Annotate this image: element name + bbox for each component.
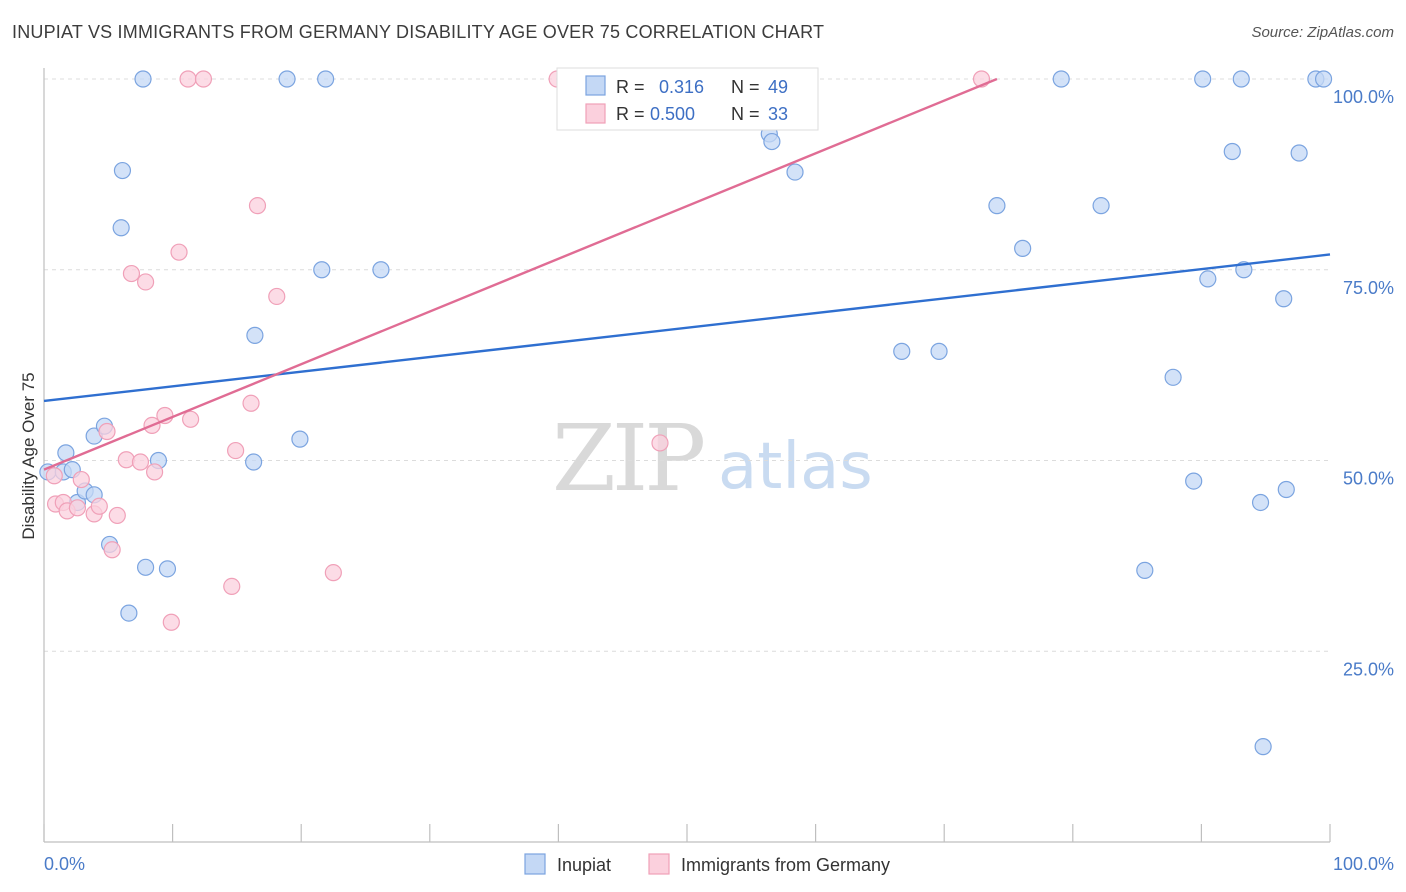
point-germany-12 bbox=[122, 264, 141, 283]
point-inupiat-20 bbox=[313, 261, 331, 279]
legend-swatch-germany bbox=[648, 853, 670, 875]
source-credit: Source: ZipAtlas.com bbox=[1251, 24, 1394, 41]
point-germany-9 bbox=[103, 541, 121, 559]
stats-swatch-germany bbox=[585, 103, 606, 124]
stats-r-label-germany: R = bbox=[616, 104, 645, 124]
point-inupiat-16 bbox=[158, 560, 177, 578]
legend: Inupiat Immigrants from Germany bbox=[524, 853, 890, 875]
point-inupiat-22 bbox=[291, 430, 309, 448]
x-tick-label-max: 100.0% bbox=[1333, 854, 1394, 874]
stats-r-value-germany: 0.500 bbox=[650, 104, 695, 124]
stats-r-value-inupiat: 0.316 bbox=[659, 77, 704, 97]
point-inupiat-32 bbox=[1052, 70, 1070, 88]
stats-r-label-inupiat: R = bbox=[616, 77, 645, 97]
point-inupiat-37 bbox=[1194, 70, 1212, 88]
point-germany-0 bbox=[45, 467, 63, 485]
point-inupiat-44 bbox=[1275, 290, 1293, 308]
point-inupiat-21 bbox=[317, 70, 335, 88]
point-germany-19 bbox=[170, 243, 188, 261]
stats-swatch-inupiat bbox=[585, 75, 606, 96]
point-inupiat-46 bbox=[1290, 144, 1308, 162]
point-inupiat-28 bbox=[893, 342, 911, 360]
y-tick-labels: 25.0% 50.0% 75.0% 100.0% bbox=[1333, 87, 1394, 679]
point-inupiat-18 bbox=[246, 326, 264, 344]
point-germany-4 bbox=[68, 499, 87, 517]
legend-swatch-inupiat bbox=[524, 853, 546, 875]
point-inupiat-43 bbox=[1254, 738, 1272, 756]
stats-box: R = 0.316 N = 49 R = 0.500 N = 33 bbox=[556, 67, 819, 131]
y-tick-label-75: 75.0% bbox=[1343, 278, 1394, 298]
point-germany-18 bbox=[162, 613, 180, 631]
watermark-zip: ZIP bbox=[552, 405, 703, 512]
point-germany-16 bbox=[145, 463, 164, 481]
trend-line-inupiat bbox=[43, 253, 1331, 403]
point-inupiat-14 bbox=[136, 558, 155, 576]
stats-n-value-germany: 33 bbox=[768, 104, 788, 124]
point-inupiat-42 bbox=[1251, 493, 1270, 512]
point-germany-14 bbox=[136, 273, 155, 291]
point-inupiat-17 bbox=[245, 453, 263, 471]
y-tick-label-25: 25.0% bbox=[1343, 659, 1394, 679]
point-inupiat-30 bbox=[988, 197, 1006, 215]
point-inupiat-19 bbox=[278, 70, 296, 88]
point-inupiat-40 bbox=[1232, 70, 1250, 88]
trend-line-germany bbox=[43, 77, 998, 471]
stats-n-label-inupiat: N = bbox=[731, 77, 760, 97]
x-ticks bbox=[43, 824, 1331, 842]
point-inupiat-36 bbox=[1185, 472, 1203, 490]
point-germany-5 bbox=[72, 470, 90, 489]
point-germany-26 bbox=[248, 197, 267, 215]
point-inupiat-34 bbox=[1136, 561, 1154, 579]
point-germany-11 bbox=[117, 451, 135, 469]
point-germany-10 bbox=[108, 506, 126, 525]
x-tick-label-min: 0.0% bbox=[44, 854, 85, 874]
y-tick-label-100: 100.0% bbox=[1333, 87, 1394, 107]
point-germany-7 bbox=[90, 497, 108, 515]
point-germany-27 bbox=[268, 287, 286, 306]
point-inupiat-23 bbox=[372, 261, 390, 279]
watermark-atlas: atlas bbox=[718, 430, 873, 504]
point-inupiat-45 bbox=[1277, 480, 1295, 499]
point-germany-8 bbox=[98, 422, 116, 441]
y-axis-label: Disability Age Over 75 bbox=[19, 372, 38, 539]
point-germany-24 bbox=[227, 441, 245, 460]
point-inupiat-31 bbox=[1014, 239, 1032, 257]
point-germany-20 bbox=[182, 410, 200, 428]
point-inupiat-10 bbox=[113, 161, 132, 180]
grid-lines bbox=[44, 78, 1330, 652]
stats-n-label-germany: N = bbox=[731, 104, 760, 124]
chart-title: INUPIAT VS IMMIGRANTS FROM GERMANY DISAB… bbox=[12, 22, 825, 42]
point-germany-13 bbox=[131, 453, 150, 471]
legend-label-germany: Immigrants from Germany bbox=[681, 855, 890, 875]
legend-label-inupiat: Inupiat bbox=[557, 855, 611, 875]
point-inupiat-33 bbox=[1092, 197, 1110, 215]
point-inupiat-11 bbox=[112, 219, 130, 237]
point-germany-21 bbox=[179, 70, 197, 88]
point-inupiat-48 bbox=[1314, 70, 1333, 88]
point-inupiat-27 bbox=[786, 163, 804, 181]
stats-n-value-inupiat: 49 bbox=[768, 77, 788, 97]
point-germany-25 bbox=[242, 394, 260, 412]
point-germany-28 bbox=[324, 564, 342, 582]
trend-lines bbox=[43, 77, 1331, 471]
y-tick-label-50: 50.0% bbox=[1343, 469, 1394, 489]
point-inupiat-12 bbox=[120, 604, 138, 622]
point-inupiat-38 bbox=[1199, 270, 1217, 288]
point-germany-30 bbox=[651, 434, 669, 452]
point-inupiat-39 bbox=[1223, 142, 1241, 161]
point-inupiat-35 bbox=[1164, 368, 1182, 386]
point-inupiat-29 bbox=[930, 342, 948, 360]
point-germany-22 bbox=[194, 70, 213, 88]
point-germany-23 bbox=[223, 577, 241, 595]
point-inupiat-26 bbox=[763, 132, 781, 151]
point-inupiat-13 bbox=[134, 70, 152, 88]
